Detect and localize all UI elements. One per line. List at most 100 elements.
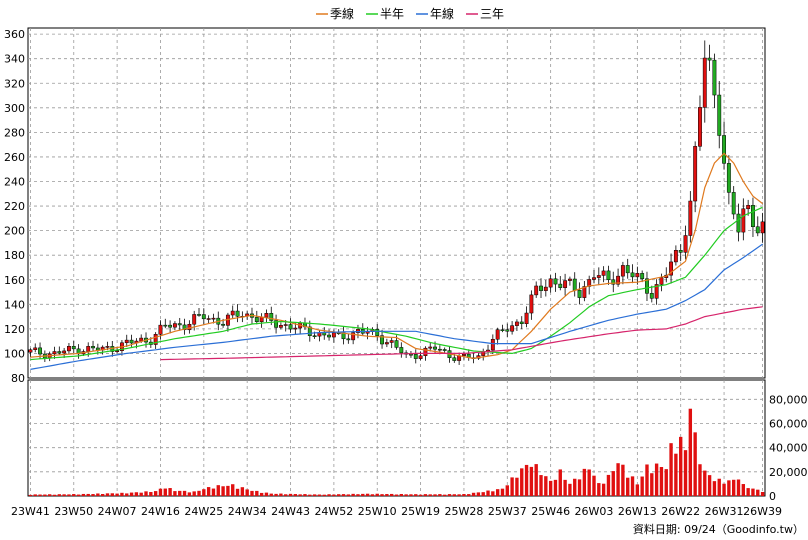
volume-bar [240,487,245,496]
volume-bar [573,478,577,496]
candle-body [539,285,543,291]
candle-body [707,57,712,61]
ma-line-季線 [30,152,763,360]
candle-body [399,347,404,354]
candle [124,334,129,347]
x-tick-label: 26W22 [661,505,700,518]
candle-body [645,278,649,294]
candle [399,342,404,358]
candle [751,197,755,238]
x-tick-label: 25W46 [531,505,570,518]
candle-body [751,205,755,228]
candle [726,155,731,205]
volume-bar [611,471,615,496]
candle [707,44,712,71]
candle [717,81,722,149]
volume-bar [452,494,456,496]
candle-body [394,340,399,348]
candle [698,95,702,151]
volume-bar [52,494,57,496]
volume-bar [457,494,461,496]
candle-body [307,326,312,337]
candle [731,186,736,220]
volume-bar [621,464,625,496]
volume-bar [298,494,302,496]
candle-body [409,353,413,356]
legend-item: 半年 [366,7,404,21]
candle [712,53,717,108]
candle [673,245,678,266]
volume-bar [216,485,220,496]
candle [678,244,683,262]
volume-bar [698,464,702,496]
price-tick-label: 160 [4,274,25,287]
candle-body [606,270,611,281]
volume-bar [524,464,529,496]
candle-body [669,261,674,276]
volume-bar [409,494,413,496]
volume-bar [751,488,755,496]
candle-body [139,337,144,342]
volume-bar [606,474,611,496]
volume-bar [259,492,264,496]
candle [688,191,693,243]
ma-line-三年 [160,306,763,361]
volume-bar [206,487,211,496]
candle [539,278,543,298]
candle-body [683,235,688,253]
volume-bar [105,493,110,496]
candle [182,318,187,335]
volume-bar [72,494,76,496]
candle-body [442,349,447,351]
volume-tick-label: 60,000 [769,418,808,431]
candle-body [548,278,553,288]
candle [741,198,746,241]
candle-body [331,332,336,338]
price-tick-label: 320 [4,77,25,90]
candle-body [259,316,264,323]
volume-bar [577,479,582,496]
volume-bar [28,494,33,496]
price-plot-frame [27,27,766,379]
candle [755,216,760,237]
volume-bar [645,464,649,496]
volume-bar [255,490,259,496]
candle [57,346,62,355]
volume-tick-label: 0 [769,490,776,503]
price-tick-label: 220 [4,200,25,213]
volume-bar [288,493,293,496]
price-tick-label: 80 [11,372,25,385]
candle-body [172,323,177,328]
candle [288,318,293,333]
volume-bar [163,488,167,496]
volume-bar [269,493,273,496]
candle [197,308,201,317]
candle [693,141,698,213]
price-tick-label: 180 [4,249,25,262]
volume-bar [587,469,591,496]
volume-bar [144,491,148,496]
candle-body [726,163,731,193]
candle [278,322,283,330]
candle-body [115,350,120,352]
candle [495,327,500,345]
volume-bar [158,488,163,496]
volume-bar [626,477,630,496]
candle [510,321,515,335]
volume-bar [438,494,442,496]
candle-body [105,346,110,348]
volume-bar [481,492,485,496]
candle-body [596,275,601,278]
candle-body [264,313,269,318]
candle [351,330,356,345]
volume-bar [418,494,423,496]
volume-bar [640,476,644,496]
candle-body [490,338,495,351]
candle [567,276,572,286]
candle [206,315,211,324]
volume-bar [332,494,336,496]
legend-label: 年線 [430,6,454,21]
candle-body [673,250,678,263]
x-tick-label: 24W25 [184,505,223,518]
